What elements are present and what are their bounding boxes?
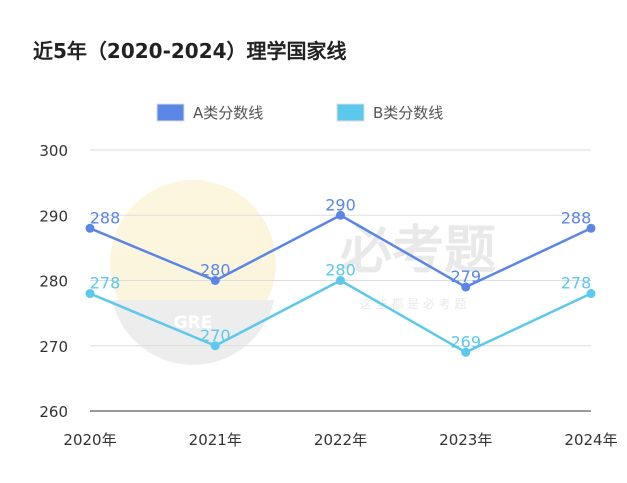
grid: 260 270 280 290 300 bbox=[39, 142, 591, 421]
data-point bbox=[336, 210, 345, 220]
watermark-small-text: 这 些 都 是 必 考 题 bbox=[360, 296, 467, 311]
legend-label-2: B类分数线 bbox=[373, 104, 443, 122]
watermark-badge-text: GRE bbox=[174, 313, 213, 333]
legend-swatch-1 bbox=[156, 103, 185, 122]
data-point bbox=[461, 347, 471, 357]
data-point bbox=[210, 341, 220, 351]
y-tick-label: 300 bbox=[39, 142, 68, 160]
series-1: 288 280 290 279 288 bbox=[85, 195, 596, 292]
series-2: 278 270 280 269 278 bbox=[85, 261, 596, 357]
data-label: 288 bbox=[561, 208, 592, 227]
data-point bbox=[85, 223, 95, 233]
y-tick-label: 260 bbox=[39, 403, 68, 421]
data-label: 269 bbox=[450, 332, 481, 351]
data-label: 278 bbox=[561, 274, 592, 293]
data-label: 278 bbox=[90, 274, 121, 293]
data-label: 288 bbox=[90, 208, 121, 227]
series-layer: 288 280 290 279 288 278 270 280 269 278 bbox=[85, 195, 596, 357]
y-tick-label: 290 bbox=[39, 207, 68, 225]
data-point bbox=[461, 282, 471, 292]
data-label: 280 bbox=[200, 261, 231, 280]
chart-title: 近5年（2020-2024）理学国家线 bbox=[33, 39, 347, 63]
legend-label-1: A类分数线 bbox=[193, 104, 263, 122]
data-point bbox=[586, 289, 596, 299]
y-tick-label: 270 bbox=[39, 338, 68, 356]
x-axis: 2020年 2021年 2022年 2023年 2024年 bbox=[63, 410, 618, 449]
watermark-badge-band bbox=[112, 300, 274, 365]
x-tick-label: 2024年 bbox=[564, 431, 617, 449]
data-label: 290 bbox=[325, 195, 356, 214]
data-point bbox=[85, 289, 95, 299]
data-label: 280 bbox=[325, 261, 356, 280]
data-point bbox=[210, 276, 220, 285]
data-point bbox=[586, 223, 596, 233]
x-tick-label: 2022年 bbox=[314, 431, 367, 449]
data-point bbox=[336, 276, 345, 285]
data-label: 270 bbox=[200, 326, 231, 345]
x-tick-label: 2021年 bbox=[189, 431, 242, 449]
y-tick-label: 280 bbox=[39, 273, 68, 291]
legend: A类分数线 B类分数线 bbox=[156, 103, 443, 122]
data-label: 279 bbox=[450, 267, 481, 286]
x-tick-label: 2020年 bbox=[63, 431, 116, 449]
legend-swatch-2 bbox=[336, 103, 365, 122]
x-tick-label: 2023年 bbox=[439, 431, 492, 449]
